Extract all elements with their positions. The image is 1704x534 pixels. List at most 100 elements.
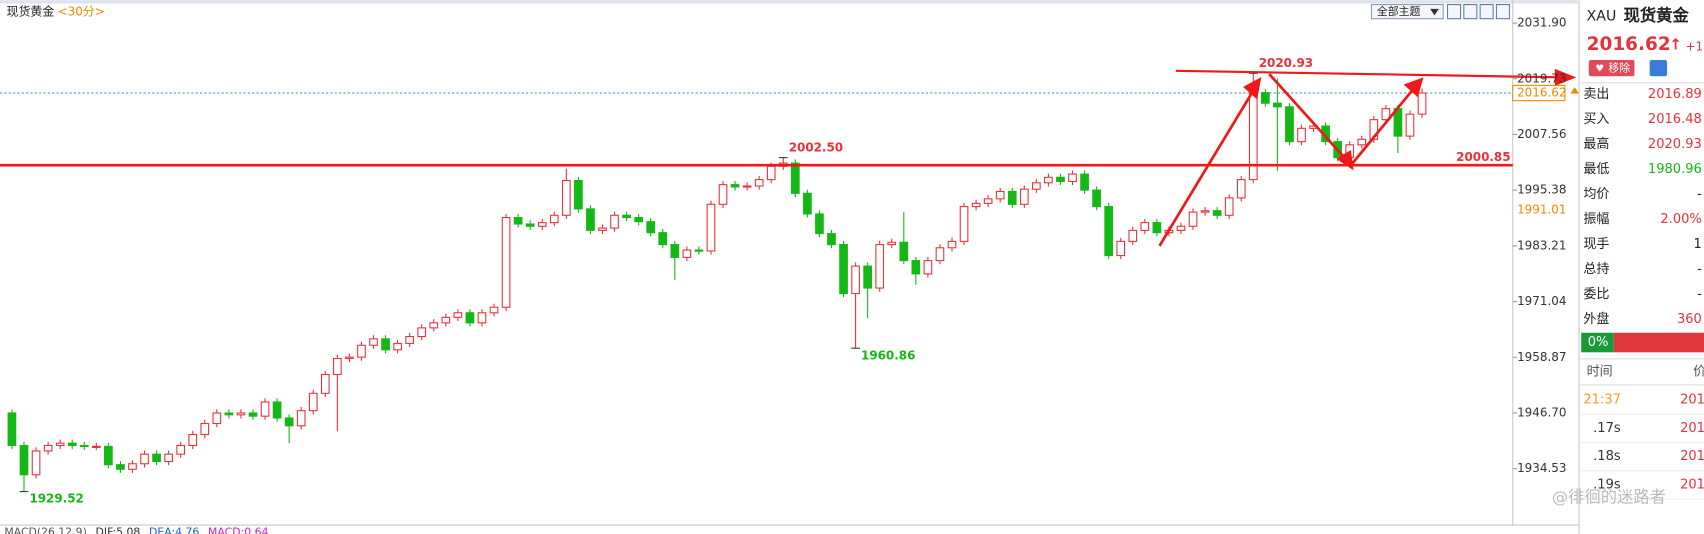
drawn-arrows bbox=[1158, 68, 1577, 247]
candle-body bbox=[248, 412, 258, 417]
candle-body bbox=[815, 213, 824, 235]
candle-body bbox=[441, 316, 451, 324]
candle-body bbox=[706, 203, 716, 252]
field-label: 外盘 bbox=[1583, 311, 1609, 327]
extreme-label: 2020.93 bbox=[1259, 56, 1313, 70]
candle-body bbox=[1200, 210, 1210, 213]
candle-body bbox=[333, 357, 342, 376]
y-tick-label: 1995.38 bbox=[1517, 183, 1566, 197]
heart: ♥ bbox=[1595, 64, 1604, 75]
tick-price: 201 bbox=[1680, 449, 1704, 464]
tool-icon[interactable] bbox=[1463, 4, 1478, 20]
arrow-line bbox=[1349, 86, 1416, 167]
last-price-tag bbox=[1512, 84, 1566, 102]
field-label: 买入 bbox=[1583, 112, 1609, 127]
indicator-value: MACD:0.64 bbox=[208, 526, 268, 534]
period: <30分> bbox=[58, 5, 105, 19]
field-value: 2016.48 bbox=[1648, 112, 1702, 127]
ratio: 0% bbox=[1588, 335, 1609, 350]
toolbar: 全部主题 bbox=[1370, 4, 1511, 20]
candle-body bbox=[574, 179, 583, 210]
extreme-label: 1960.86 bbox=[861, 348, 915, 362]
candle-body bbox=[742, 185, 752, 188]
candle-body bbox=[43, 444, 53, 452]
candle-body bbox=[381, 338, 390, 351]
arrow-head bbox=[1243, 76, 1262, 100]
alert-button[interactable] bbox=[1649, 59, 1668, 77]
candle-body bbox=[1212, 210, 1222, 216]
dropdown-arrow bbox=[1430, 8, 1439, 16]
change-arrow: ↑ bbox=[1669, 35, 1682, 53]
candle-body bbox=[1188, 211, 1198, 227]
candle-body bbox=[513, 217, 523, 225]
arrow-line bbox=[1175, 69, 1563, 79]
arrow-head bbox=[1403, 77, 1424, 98]
candle-body bbox=[67, 442, 77, 447]
tick-time: .19s bbox=[1593, 477, 1621, 492]
tool-icon[interactable] bbox=[1446, 4, 1462, 20]
candle-body bbox=[598, 227, 607, 231]
indicator-value: DEA:4.76 bbox=[149, 526, 199, 534]
candle-body bbox=[1176, 225, 1186, 231]
field-value: 1980.96 bbox=[1648, 162, 1702, 177]
candle-body bbox=[1092, 189, 1101, 208]
candle-body bbox=[200, 422, 210, 436]
candle-body bbox=[766, 165, 776, 181]
candle-body bbox=[586, 208, 595, 231]
candle-body bbox=[393, 342, 402, 351]
candle-body bbox=[971, 202, 981, 208]
tick-price: 201 bbox=[1680, 477, 1704, 492]
candle-body bbox=[935, 247, 945, 262]
candle-body bbox=[465, 312, 475, 324]
chart-title: 现货黄金 bbox=[7, 4, 55, 19]
candle-body bbox=[1152, 222, 1162, 234]
candle-body bbox=[357, 344, 366, 358]
field-label: 振幅 bbox=[1583, 212, 1609, 227]
last-price-label: 2016.62 bbox=[1517, 86, 1566, 100]
candle-body bbox=[296, 410, 306, 427]
candle-body bbox=[525, 223, 535, 227]
candle-body bbox=[308, 392, 318, 412]
candle-body bbox=[682, 249, 692, 258]
watermark: @徘徊的迷路者 bbox=[1552, 487, 1666, 506]
candle-body bbox=[453, 312, 463, 318]
candle-body bbox=[19, 444, 29, 476]
candle-body bbox=[212, 412, 222, 425]
remove-button[interactable] bbox=[1588, 59, 1635, 77]
candle-body bbox=[561, 179, 571, 216]
top-strip bbox=[0, 0, 1578, 4]
y-tick-label: 2007.56 bbox=[1517, 127, 1566, 141]
candle-body bbox=[1224, 197, 1234, 216]
tool-icon[interactable] bbox=[1495, 4, 1511, 20]
candle-body bbox=[839, 244, 848, 295]
candle-body bbox=[7, 412, 17, 447]
arrow-head bbox=[1336, 150, 1354, 171]
field-label: 委比 bbox=[1583, 287, 1609, 302]
price-marker bbox=[1570, 87, 1580, 94]
candle-body bbox=[1261, 92, 1270, 104]
candle-body bbox=[164, 453, 173, 463]
candle-body bbox=[1140, 222, 1150, 231]
tick-price: 201 bbox=[1680, 393, 1704, 408]
avg-price-label: 1991.01 bbox=[1517, 203, 1566, 217]
field-value: - bbox=[1697, 262, 1702, 277]
indicator-bar: MACD(26,12,9) DIF:5.08 DEA:4.76 MACD:0.64 bbox=[4, 526, 268, 534]
candle-body bbox=[272, 401, 282, 419]
tick-price: 201 bbox=[1680, 421, 1704, 436]
candle-body bbox=[887, 241, 897, 246]
field-value: - bbox=[1697, 287, 1702, 302]
candle-body bbox=[1405, 113, 1415, 137]
support-label: 2000.85 bbox=[1456, 150, 1510, 164]
y-tick-label: 1983.21 bbox=[1517, 238, 1566, 252]
remove-label: 移除 bbox=[1608, 61, 1630, 75]
theme-button[interactable] bbox=[1370, 4, 1444, 20]
field-label: 最低 bbox=[1583, 162, 1609, 177]
field-value: 2020.93 bbox=[1648, 137, 1702, 152]
col-header: 时间 bbox=[1587, 364, 1613, 379]
candle-body bbox=[345, 356, 354, 360]
candle-body bbox=[260, 401, 270, 417]
ratio-bar-buy bbox=[1581, 332, 1614, 353]
candle-body bbox=[1381, 108, 1391, 121]
tool-icon[interactable] bbox=[1479, 4, 1494, 20]
